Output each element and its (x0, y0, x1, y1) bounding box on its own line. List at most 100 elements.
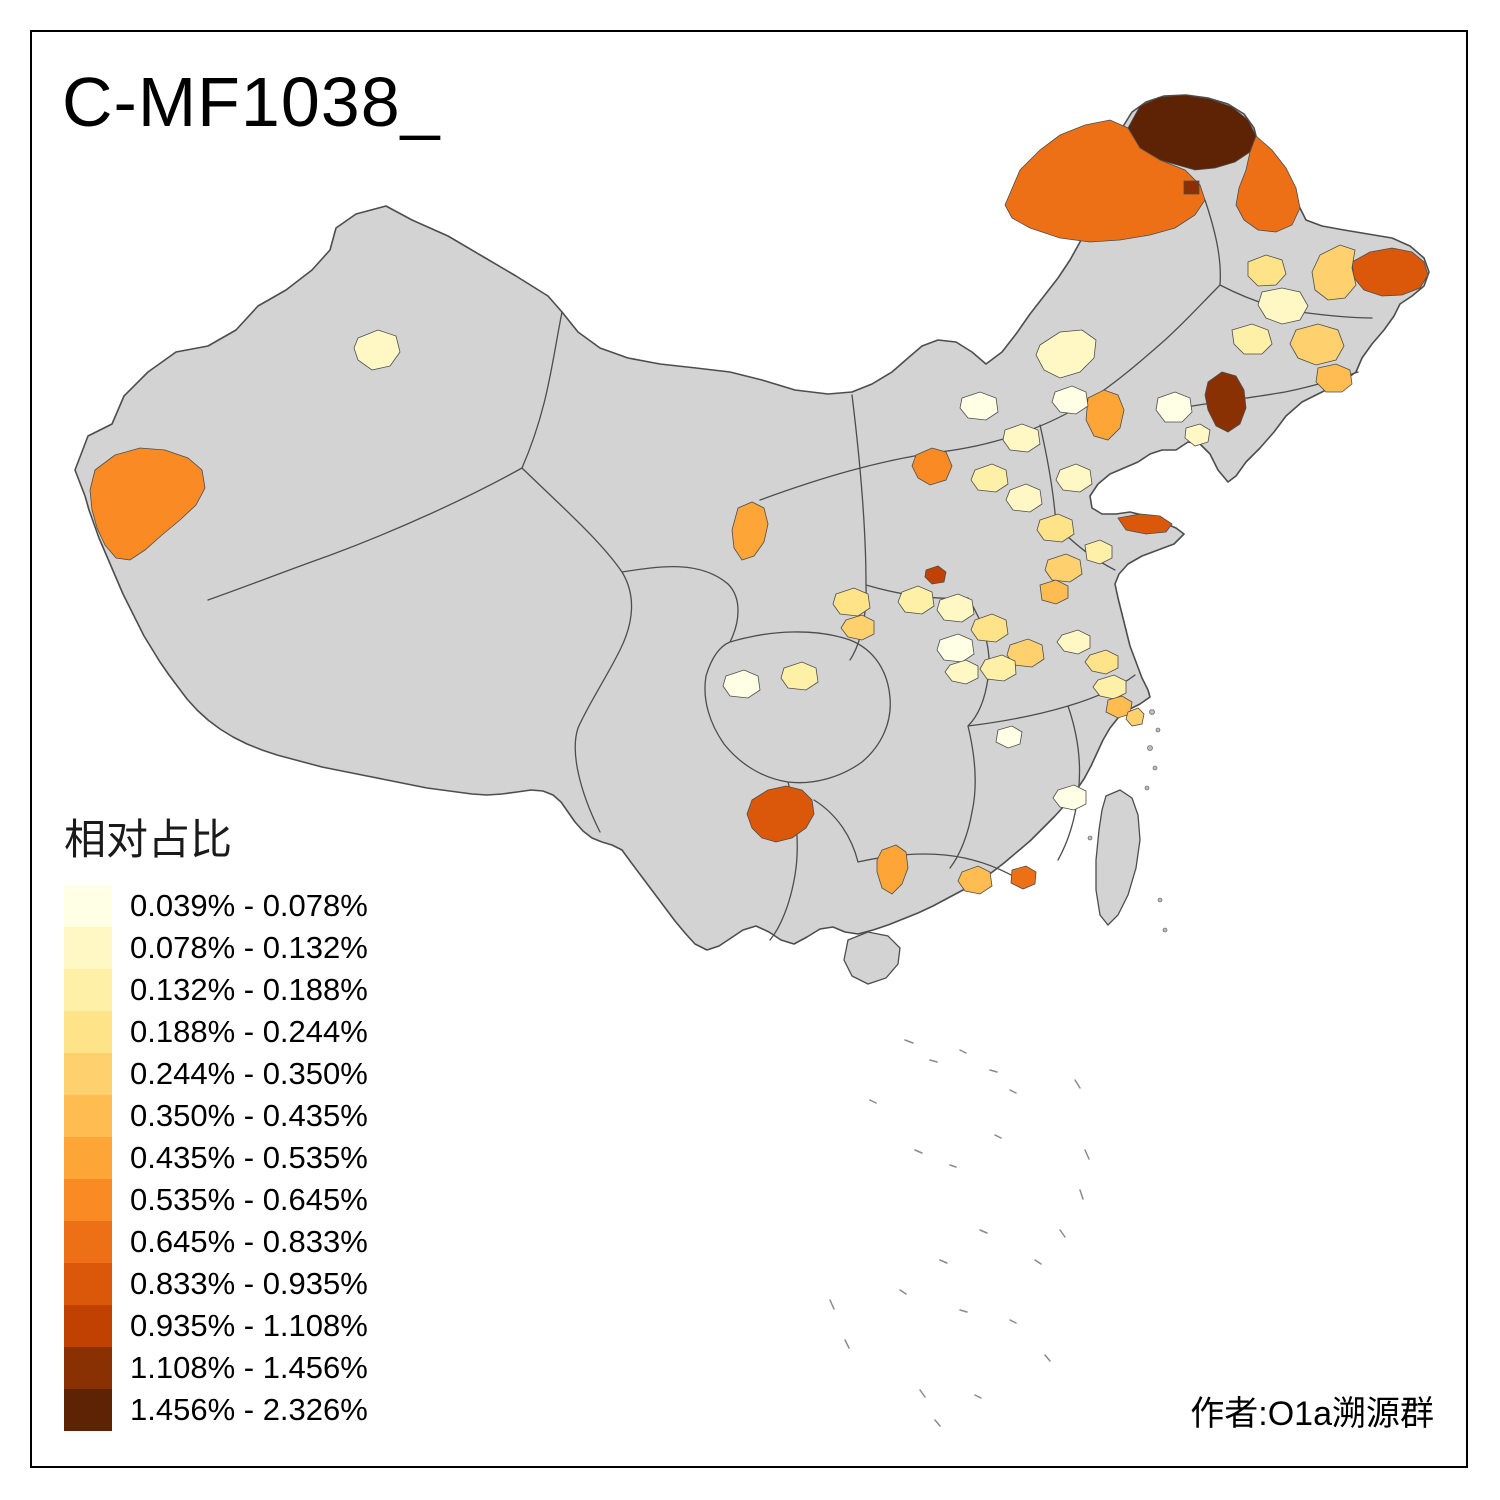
region (1055, 463, 1093, 493)
legend-label: 0.039% - 0.078% (130, 888, 368, 923)
legend-row: 0.535% - 0.645% (64, 1179, 484, 1221)
region (1084, 649, 1119, 675)
legend: 相对占比 0.039% - 0.078% 0.078% - 0.132% 0.1… (64, 806, 484, 1431)
legend-row: 1.108% - 1.456% (64, 1347, 484, 1389)
region (1183, 180, 1200, 195)
region (957, 865, 993, 895)
region (936, 633, 975, 663)
region (995, 725, 1023, 749)
legend-swatch (64, 1263, 112, 1305)
region (1257, 287, 1309, 325)
region (89, 447, 206, 561)
legend-swatch (64, 1179, 112, 1221)
region (353, 329, 401, 371)
hainan-island (843, 931, 901, 985)
legend-label: 0.935% - 1.108% (130, 1308, 368, 1343)
region (897, 585, 935, 615)
region (1056, 629, 1091, 655)
legend-row: 0.188% - 0.244% (64, 1011, 484, 1053)
legend-row: 0.132% - 0.188% (64, 969, 484, 1011)
region (1084, 539, 1113, 565)
region (1155, 391, 1193, 423)
region (1231, 323, 1273, 355)
region (1002, 423, 1041, 453)
coastal-islands (1087, 709, 1168, 933)
region (944, 659, 979, 685)
region (1010, 865, 1037, 890)
legend-label: 0.350% - 0.435% (130, 1098, 368, 1133)
region (911, 447, 953, 486)
legend-swatch (64, 1053, 112, 1095)
legend-row: 0.435% - 0.535% (64, 1137, 484, 1179)
region (840, 614, 875, 641)
region (1204, 371, 1247, 433)
legend-swatch (64, 969, 112, 1011)
region (1004, 119, 1206, 243)
legend-rows: 0.039% - 0.078% 0.078% - 0.132% 0.132% -… (64, 885, 484, 1431)
region (1092, 674, 1127, 700)
legend-label: 0.833% - 0.935% (130, 1266, 368, 1301)
region (1052, 784, 1087, 811)
legend-row: 0.935% - 1.108% (64, 1305, 484, 1347)
region (731, 501, 769, 561)
legend-label: 0.435% - 0.535% (130, 1140, 368, 1175)
region (1117, 513, 1173, 535)
legend-swatch (64, 885, 112, 927)
legend-row: 0.645% - 0.833% (64, 1221, 484, 1263)
legend-label: 1.108% - 1.456% (130, 1350, 368, 1385)
region (746, 785, 815, 843)
legend-swatch (64, 927, 112, 969)
region (1184, 423, 1211, 447)
legend-row: 0.078% - 0.132% (64, 927, 484, 969)
page-title: C-MF1038_ (62, 63, 441, 141)
region (1051, 385, 1089, 415)
region (970, 463, 1009, 493)
region (1311, 244, 1357, 301)
legend-swatch (64, 1095, 112, 1137)
author-credit: 作者:O1a溯源群 (1190, 1395, 1434, 1433)
region (876, 844, 909, 895)
region (722, 669, 761, 699)
region (1039, 579, 1069, 605)
region (1006, 638, 1045, 668)
region (924, 565, 947, 585)
legend-swatch (64, 1137, 112, 1179)
region (1289, 323, 1345, 366)
legend-label: 0.645% - 0.833% (130, 1224, 368, 1259)
taiwan-island (1095, 789, 1141, 926)
legend-swatch (64, 1389, 112, 1431)
legend-label: 0.132% - 0.188% (130, 972, 368, 1007)
region (1035, 329, 1097, 379)
region (780, 661, 819, 691)
legend-swatch (64, 1221, 112, 1263)
region (1247, 254, 1287, 287)
region (970, 613, 1009, 643)
region (1235, 135, 1301, 233)
region (1125, 707, 1145, 727)
legend-label: 0.188% - 0.244% (130, 1014, 368, 1049)
legend-row: 0.833% - 0.935% (64, 1263, 484, 1305)
legend-label: 1.456% - 2.326% (130, 1392, 368, 1427)
legend-row: 0.244% - 0.350% (64, 1053, 484, 1095)
region (1351, 247, 1429, 297)
region (936, 593, 975, 623)
legend-label: 0.535% - 0.645% (130, 1182, 368, 1217)
legend-swatch (64, 1305, 112, 1347)
region (959, 391, 999, 421)
data-regions (89, 94, 1429, 895)
legend-row: 1.456% - 2.326% (64, 1389, 484, 1431)
region (1315, 363, 1353, 393)
legend-label: 0.244% - 0.350% (130, 1056, 368, 1091)
region (1036, 513, 1075, 543)
legend-title: 相对占比 (64, 816, 233, 863)
region (979, 654, 1017, 682)
region (832, 587, 871, 617)
region (1044, 553, 1083, 583)
legend-label: 0.078% - 0.132% (130, 930, 368, 965)
south-china-sea-islands (829, 1039, 1090, 1427)
legend-swatch (64, 1347, 112, 1389)
region (1005, 483, 1043, 513)
region (1085, 389, 1125, 441)
legend-row: 0.039% - 0.078% (64, 885, 484, 927)
